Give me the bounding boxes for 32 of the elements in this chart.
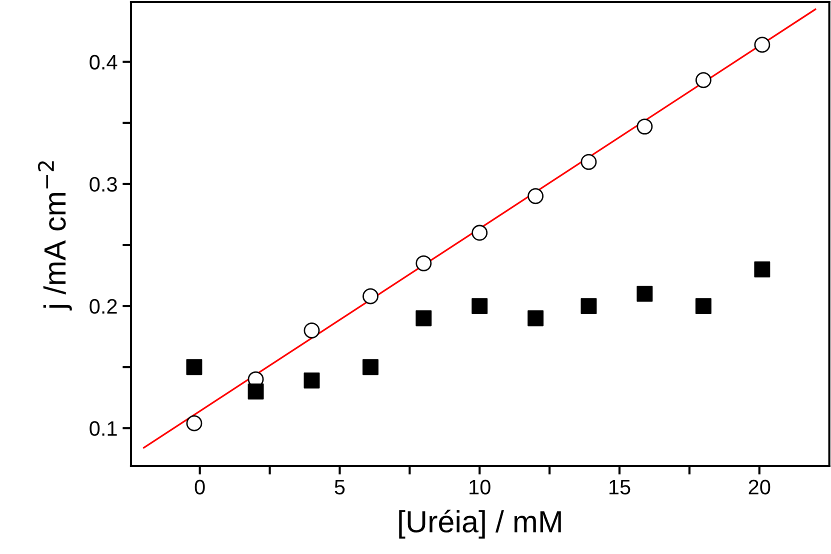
point <box>580 298 597 314</box>
point <box>528 188 544 204</box>
point <box>304 372 320 389</box>
point <box>528 310 544 326</box>
point <box>754 261 770 278</box>
x-tick-label: 5 <box>334 480 345 494</box>
point <box>416 310 432 326</box>
point <box>472 298 488 314</box>
point <box>186 415 202 432</box>
x-tick-label: 10 <box>470 480 490 494</box>
point <box>304 322 320 338</box>
point <box>695 72 712 88</box>
point <box>695 298 712 314</box>
x-tick-label: 0 <box>194 480 205 494</box>
point <box>248 384 264 400</box>
point <box>754 36 770 53</box>
y-axis-title: j /mA cm$^{−2}$ <box>38 161 72 311</box>
y-tick-label: 0.3 <box>90 176 117 192</box>
point <box>580 154 597 170</box>
y-tick-label: 0.4 <box>90 54 118 70</box>
y-tick-label: 0.1 <box>90 421 117 436</box>
x-tick-label: 20 <box>748 480 770 494</box>
x-axis-title: [Uréia] / mM <box>399 510 561 539</box>
point <box>636 118 653 135</box>
point <box>472 224 488 241</box>
point <box>186 359 202 376</box>
point <box>416 255 432 272</box>
y-tick-label: 0.2 <box>90 299 117 314</box>
point <box>362 288 378 304</box>
point <box>636 286 653 302</box>
x-tick-label: 15 <box>610 480 630 494</box>
point <box>362 359 378 376</box>
